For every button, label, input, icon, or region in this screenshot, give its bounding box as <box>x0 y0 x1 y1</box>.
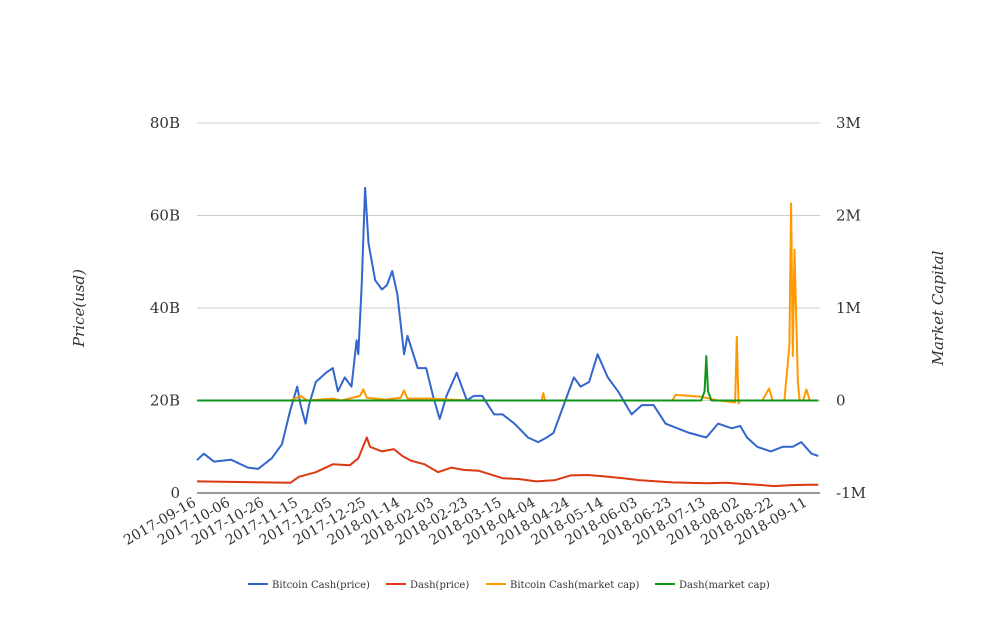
legend-label: Dash(price) <box>410 580 469 591</box>
series-lines <box>196 186 819 488</box>
legend-label: Bitcoin Cash(price) <box>272 580 370 591</box>
series-line-1 <box>196 436 819 488</box>
right-axis-title: Market Capital <box>929 250 947 366</box>
legend: Bitcoin Cash(price) Dash(price) Bitcoin Ca… <box>248 580 770 591</box>
series-line-0 <box>196 186 819 470</box>
right-tick-label: 2M <box>836 207 861 225</box>
legend-label: Dash(market cap) <box>679 580 770 591</box>
left-tick-label: 0 <box>170 484 180 502</box>
gridlines <box>197 122 820 401</box>
right-tick-label: 1M <box>836 299 861 317</box>
right-tick-label: 0 <box>836 392 846 410</box>
right-tick-label: -1M <box>836 484 866 502</box>
left-tick-label: 80B <box>150 114 180 132</box>
x-axis-ticks: 2017-09-162017-10-062017-10-262017-11-15… <box>121 495 810 549</box>
left-tick-label: 40B <box>150 299 180 317</box>
right-tick-label: 3M <box>836 114 861 132</box>
left-tick-label: 20B <box>150 392 180 410</box>
series-line-2 <box>197 202 819 405</box>
legend-label: Bitcoin Cash(market cap) <box>510 580 639 591</box>
right-axis-ticks: -1M 0 1M 2M 3M <box>836 114 866 502</box>
series-line-3 <box>197 355 819 402</box>
left-axis-ticks: 0 20B 40B 60B 80B <box>150 114 180 502</box>
left-tick-label: 60B <box>150 207 180 225</box>
left-axis-title: Price(usd) <box>70 269 88 348</box>
